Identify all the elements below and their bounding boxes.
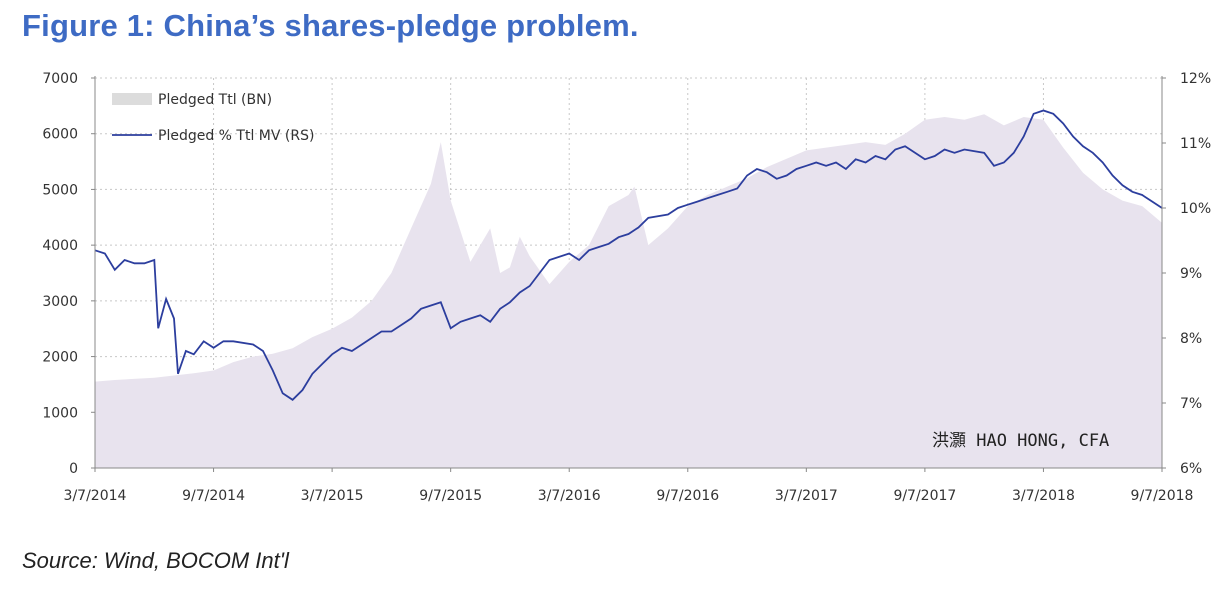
- y-right-tick-label: 8%: [1180, 331, 1202, 347]
- y-left-tick-label: 5000: [42, 182, 78, 198]
- x-tick-label: 9/7/2016: [656, 488, 719, 504]
- y-left-tick-label: 6000: [42, 127, 78, 143]
- y-left-tick-label: 7000: [42, 71, 78, 87]
- y-left-tick-label: 1000: [42, 405, 78, 421]
- x-tick-label: 3/7/2018: [1012, 488, 1075, 504]
- chart-svg: 0 1000 2000 3000 4000 5000 6000 7000 6% 7% 8% 9% 10%…: [42, 71, 1211, 504]
- y-right-tick-label: 11%: [1180, 136, 1211, 152]
- x-tick-label: 3/7/2015: [301, 488, 364, 504]
- y-left-tick-label: 2000: [42, 350, 78, 366]
- legend-line-label: Pledged % Ttl MV (RS): [158, 128, 314, 144]
- y-right-tick-label: 12%: [1180, 71, 1211, 87]
- y-left-tick-label: 3000: [42, 294, 78, 310]
- y-left-tick-label: 4000: [42, 238, 78, 254]
- source-note: Source: Wind, BOCOM Int'l: [22, 548, 289, 573]
- legend: Pledged Ttl (BN) Pledged % Ttl MV (RS): [112, 92, 314, 144]
- x-tick-label: 9/7/2018: [1131, 488, 1194, 504]
- x-tick-label: 9/7/2017: [893, 488, 956, 504]
- y-right-tick-label: 6%: [1180, 461, 1202, 477]
- pledged-pct-line: [94, 109, 1163, 401]
- figure-title: Figure 1: China’s shares-pledge problem.: [22, 8, 639, 43]
- y-right-tick-label: 10%: [1180, 201, 1211, 217]
- x-tick-label: 9/7/2015: [419, 488, 482, 504]
- watermark: 洪灝 HAO HONG, CFA: [932, 431, 1109, 451]
- y-left-tick-label: 0: [69, 461, 78, 477]
- x-tick-label: 3/7/2014: [64, 488, 127, 504]
- tick-labels: 0 1000 2000 3000 4000 5000 6000 7000 6% 7% 8% 9% 10%…: [42, 71, 1211, 504]
- y-right-tick-label: 9%: [1180, 266, 1202, 282]
- x-tick-label: 3/7/2017: [775, 488, 838, 504]
- y-right-tick-label: 7%: [1180, 396, 1202, 412]
- x-tick-label: 9/7/2014: [182, 488, 245, 504]
- x-tick-label: 3/7/2016: [538, 488, 601, 504]
- legend-area-label: Pledged Ttl (BN): [158, 92, 272, 108]
- axes: [91, 76, 1166, 472]
- pledged-total-area: [95, 114, 1162, 468]
- legend-area-swatch: [112, 93, 152, 105]
